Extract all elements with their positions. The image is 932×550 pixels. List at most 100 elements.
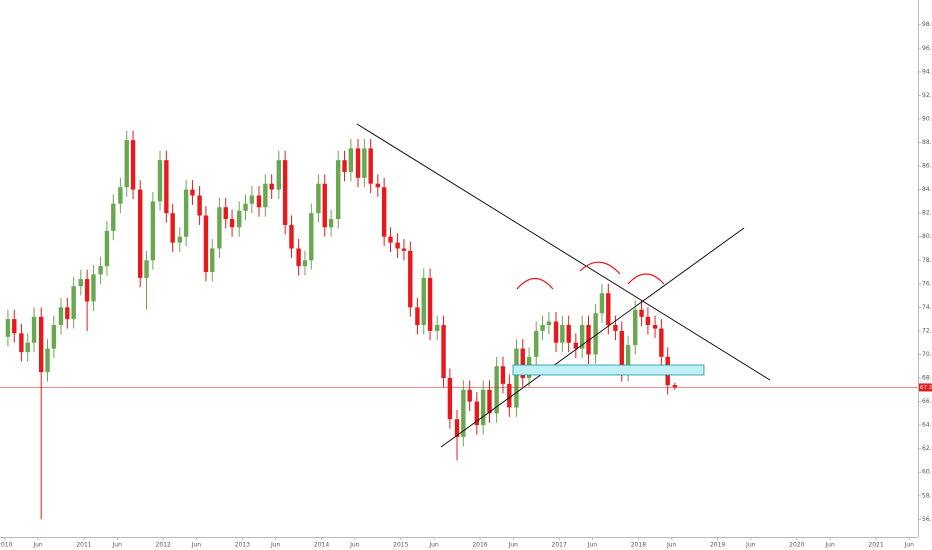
x-tick-label: Jun [587, 542, 598, 549]
candle-body [84, 279, 90, 302]
head-arc [579, 261, 621, 275]
y-tick-label: 64.0 [922, 422, 932, 429]
x-tick-label: Jun [349, 542, 360, 549]
candle-body [395, 242, 400, 249]
x-tick-label: 2010 [0, 542, 13, 549]
candle-body [507, 383, 512, 408]
drawings [356, 123, 771, 448]
x-tick-label: 2018 [631, 542, 646, 549]
candle-body [514, 348, 519, 408]
candle-body [645, 316, 651, 326]
candle-body [586, 325, 591, 355]
candle-body [5, 319, 11, 337]
last-price-box [919, 383, 932, 392]
candle-body [534, 330, 539, 357]
candle-body [494, 366, 499, 414]
x-tick-label: 2015 [393, 542, 408, 549]
candle-body [51, 325, 57, 349]
y-tick-label: 80.0 [922, 233, 932, 240]
shoulder-arc [516, 277, 554, 290]
candle-body [263, 183, 268, 208]
candle-body [421, 277, 426, 326]
candle-body [137, 189, 143, 278]
candle-body [348, 148, 354, 172]
y-tick-label: 90.0 [922, 115, 932, 122]
candle-body [401, 248, 407, 251]
candle-body [65, 307, 70, 320]
y-tick-label: 98.0 [922, 21, 932, 28]
candle-body [243, 203, 248, 211]
candle-body [487, 389, 492, 414]
support-zone [512, 364, 705, 376]
candle-body [282, 160, 288, 225]
candles [5, 130, 678, 520]
candle-body [520, 348, 525, 379]
y-tick-label: 60.0 [922, 469, 932, 476]
candle-body [480, 389, 486, 426]
x-tick-label: Jun [508, 542, 519, 549]
candle-body [336, 160, 341, 220]
y-tick-label: 82.0 [922, 210, 932, 217]
candle-body [309, 213, 314, 261]
trend-line [440, 227, 745, 448]
candle-body [111, 203, 116, 231]
candle-body [560, 325, 565, 343]
candle-body [217, 207, 222, 249]
candle-body [672, 385, 678, 388]
candle-body [639, 309, 644, 317]
x-tick-label: Jun [428, 542, 439, 549]
x-tick-label: Jun [112, 542, 123, 549]
x-tick-label: 2019 [710, 542, 725, 549]
candle-body [249, 195, 255, 204]
x-tick-label: 2014 [314, 542, 329, 549]
candle-body [25, 342, 30, 353]
candle-body [157, 160, 163, 202]
candle-body [144, 260, 149, 278]
x-tick-label: 2012 [156, 542, 171, 549]
candle-body [256, 195, 262, 208]
candle-body [467, 389, 472, 402]
y-tick-label: 74.0 [922, 304, 932, 311]
candle-body [362, 148, 367, 178]
x-tick-label: Jun [666, 542, 677, 549]
candle-body [540, 325, 545, 331]
y-tick-label: 84.0 [922, 186, 932, 193]
last-price-label: 67.2 [920, 385, 932, 391]
candle-body [71, 286, 76, 320]
candle-body [619, 330, 624, 373]
candle-body [12, 319, 17, 334]
candle-body [427, 277, 433, 331]
candle-body [19, 333, 24, 353]
candle-body [78, 279, 83, 287]
candle-body [441, 325, 446, 379]
candle-body [573, 342, 579, 349]
y-tick-label: 58.0 [922, 492, 932, 499]
candle-body [98, 266, 103, 275]
y-tick-label: 72.0 [922, 327, 932, 334]
x-tick-label: Jun [904, 542, 915, 549]
y-tick-label: 76.0 [922, 280, 932, 287]
shoulder-arc [627, 273, 665, 285]
candle-body [613, 325, 618, 331]
candle-body [474, 401, 480, 426]
candle-body [408, 250, 413, 308]
candle-body [328, 219, 334, 228]
candle-body [164, 160, 169, 214]
x-tick-label: Jun [191, 542, 202, 549]
x-tick-label: 2021 [868, 542, 883, 549]
y-tick-label: 86.0 [922, 163, 932, 170]
candle-body [388, 236, 393, 243]
candle-body [454, 419, 460, 437]
candle-body [124, 140, 129, 188]
candle-body [342, 160, 347, 172]
candle-body [633, 309, 638, 346]
candle-body [368, 148, 373, 184]
candle-body [91, 274, 96, 302]
x-tick-label: 2020 [789, 542, 804, 549]
candle-body [150, 201, 156, 261]
y-tick-label: 88.0 [922, 139, 932, 146]
candle-body [500, 366, 506, 384]
candle-body [461, 389, 466, 437]
candle-body [197, 195, 202, 216]
